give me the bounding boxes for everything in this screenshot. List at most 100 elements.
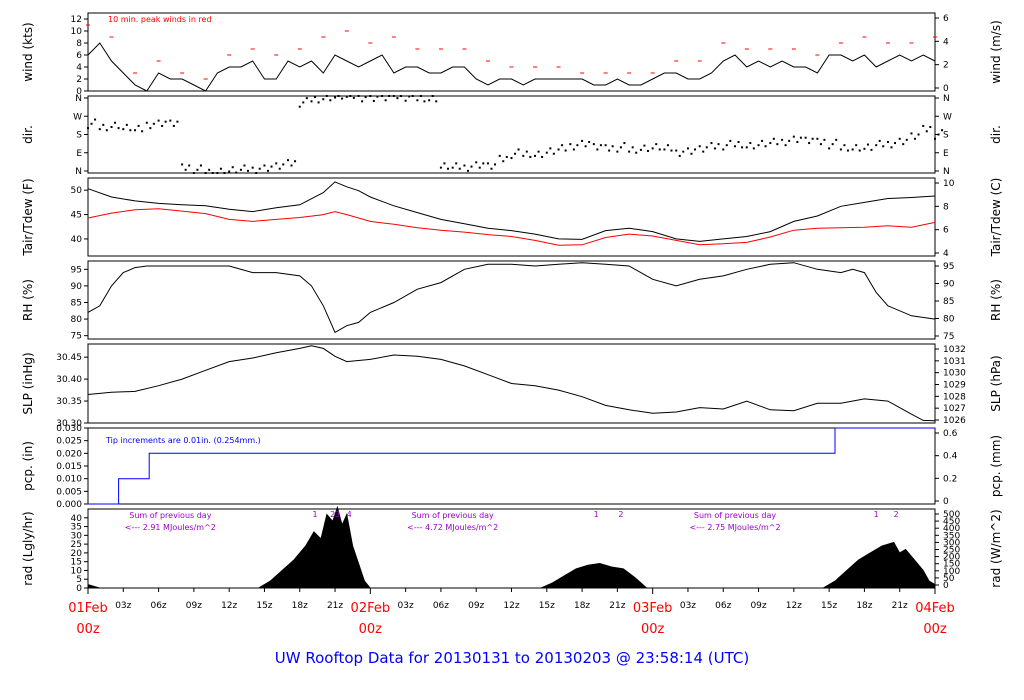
dir-point [596,148,599,151]
dir-point [114,121,117,124]
dir-point [846,149,849,152]
dir-point [737,140,740,143]
y-tick-label-left: 30 [71,531,83,541]
y-axis-title-right: pcp. (mm) [989,435,1003,497]
dir-point [137,124,140,127]
dir-point [364,96,367,99]
dir-point [529,155,532,158]
y-tick-label-left: 5 [76,575,82,585]
dir-point [376,95,379,98]
y-axis-title-right: SLP (hPa) [989,355,1003,411]
panel-frame [87,95,936,174]
dir-point [117,127,120,130]
dir-point [866,143,869,146]
dir-point [792,135,795,138]
dir-point [764,145,767,148]
dir-point [611,145,614,148]
dir-point [411,95,414,97]
dir-point [855,144,858,147]
dir-point [458,167,461,170]
dir-point [616,150,619,153]
x-day-label: 02Feb [351,601,391,616]
y-tick-label-right: 300 [943,538,960,548]
y-tick-label-left: 30.40 [56,375,82,385]
rad-marker: 2 [330,510,335,519]
panel-wind: 0 2 4 6 8 10 12 0 2 4 6 wind (kts) wind (m/s) 10 min.… [21,12,1003,97]
x-tick-label: 06z [433,601,449,611]
dir-point [125,123,128,126]
dir-point [734,145,737,148]
dir-point [102,123,105,126]
dir-point [522,154,525,157]
dir-point [678,154,681,157]
y-axis-title-left: SLP (inHg) [21,352,35,414]
dir-point [157,119,160,122]
dir-point [243,164,246,167]
dir-point [223,172,226,174]
x-tick-label: 21z [609,601,625,611]
dir-point [310,100,313,103]
dir-point [851,148,854,151]
y-axis-title-left: wind (kts) [21,22,35,81]
y-tick-label-right: 350 [943,531,960,541]
y-tick-label-left: S [76,131,82,141]
dir-point [569,143,572,146]
y-tick-label-right: 8 [943,202,949,212]
y-tick-label-right: N [943,94,950,104]
dir-point [686,147,689,150]
dir-point [184,168,187,171]
y-tick-label-left: 30.35 [56,397,82,407]
x-tick-label: 12z [786,601,802,611]
y-tick-label-left: 12 [71,15,82,25]
dir-point [549,147,552,150]
dir-point [643,144,646,147]
dir-point [890,146,893,149]
dir-point [384,99,387,102]
y-tick-label-right: 50 [943,574,955,584]
y-tick-label-left: 20 [71,549,83,559]
dir-point [698,145,701,148]
dir-point [816,137,819,140]
x-tick-label: 18z [574,601,590,611]
dir-point [584,145,587,148]
y-tick-label-right: 1029 [943,381,966,391]
dir-point [408,95,411,98]
y-tick-label-right: 0 [943,84,949,94]
slp-line-SLP [87,345,936,422]
y-tick-label-right: 1027 [943,404,966,414]
dir-point [196,168,199,171]
dir-point [670,149,673,152]
y-tick-label-left: 85 [71,298,82,308]
x-tick-label: 06z [715,601,731,611]
dir-point [482,162,485,165]
y-tick-label-left: 15 [71,558,82,568]
dir-point [592,143,595,146]
panel-frame [87,177,936,257]
dir-point [599,144,602,147]
y-tick-label-left: 0.025 [56,437,82,447]
y-tick-label-right: 0.4 [943,452,958,462]
y-tick-label-left: 35 [71,523,82,533]
dir-point [134,129,137,132]
dir-point [769,142,772,145]
dir-point [694,148,697,151]
y-tick-label-left: 0 [76,87,82,97]
x-tick-label: 03z [115,601,131,611]
panel-frame [87,343,936,424]
dir-point [819,143,822,146]
dir-point [863,147,866,150]
x-day-label: 01Feb [68,601,108,616]
dir-point [843,144,846,147]
dir-point [435,100,438,103]
x-hour-label: 00z [641,622,665,637]
pcp-line-pcp [88,427,935,505]
y-tick-label-left: 30.30 [56,419,82,429]
dir-point [717,143,720,146]
y-tick-label-left: W [73,112,82,122]
dir-point [878,139,881,142]
wind-line-wind [87,42,936,92]
dir-point [623,142,626,145]
dir-point [258,167,261,170]
dir-point [776,143,779,146]
